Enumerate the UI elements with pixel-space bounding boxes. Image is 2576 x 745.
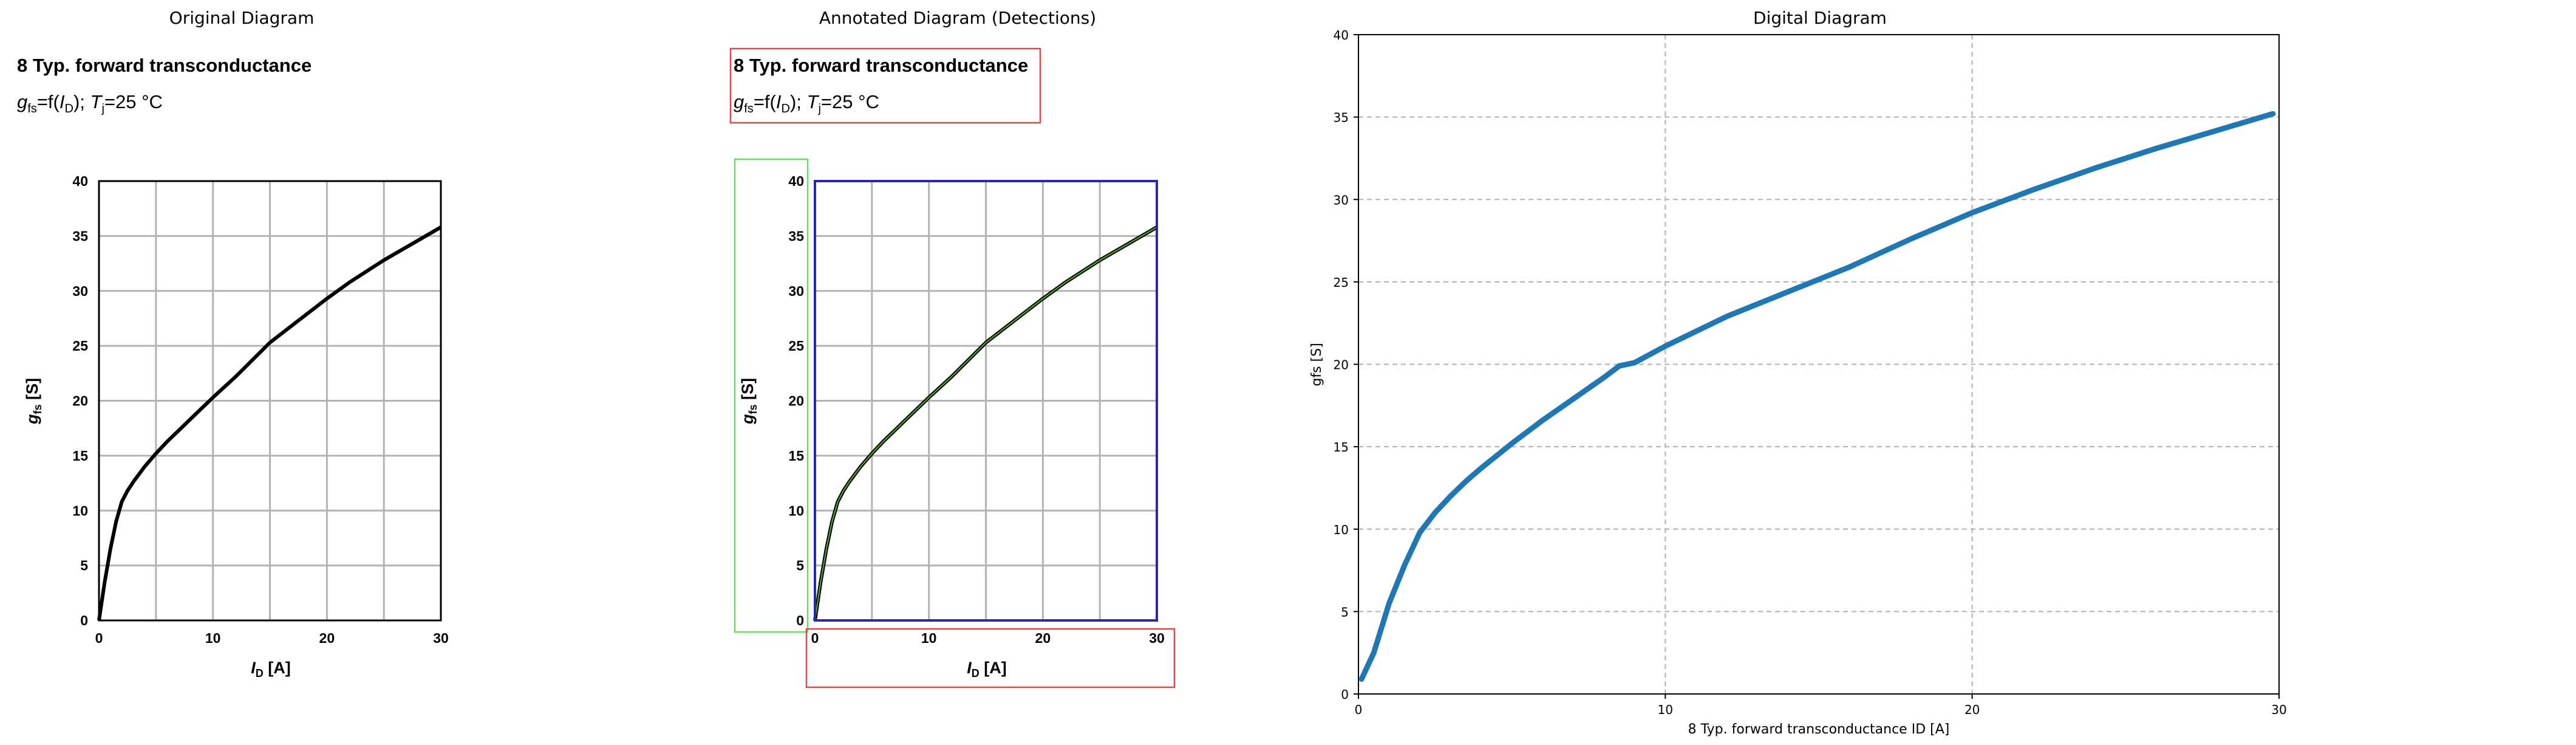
x-tick-label: 10	[921, 630, 937, 646]
y-tick-label: 10	[788, 503, 804, 518]
y-tick-label: 15	[1334, 440, 1349, 455]
y-tick-label: 10	[1334, 523, 1349, 537]
x-tick-label: 10	[205, 630, 221, 646]
digital-tick-labels: 0 10 20 30 0 5 10 15 20 25 30 35 40	[1334, 28, 2287, 717]
y-tick-label: 5	[796, 558, 804, 574]
annotated-panel-title: Annotated Diagram (Detections)	[819, 8, 1097, 28]
detection-box-x-axis	[805, 628, 1176, 688]
y-tick-label: 20	[72, 393, 88, 409]
x-tick-label: 0	[811, 630, 819, 646]
x-tick-label: 0	[95, 630, 103, 646]
annotated-tick-labels: 0 10 20 30 0 5 10 15 20 25 30 35 40	[788, 173, 1164, 646]
y-tick-label: 20	[1334, 358, 1349, 372]
y-tick-label: 10	[72, 503, 88, 518]
annotated-x-axis-label: ID [A]	[967, 659, 1007, 679]
annotated-y-axis-label: gfs [S]	[738, 378, 759, 425]
annotated-chart-title: 8 Typ. forward transconductance	[734, 55, 1029, 76]
y-tick-label: 5	[80, 558, 88, 574]
digital-grid	[1358, 34, 2280, 695]
x-tick-label: 0	[1355, 702, 1363, 717]
original-y-axis-label: gfs [S]	[23, 378, 44, 425]
original-plot-frame	[98, 180, 442, 622]
x-tick-label: 20	[319, 630, 335, 646]
detection-box-title	[729, 47, 1041, 124]
original-tick-labels: 0 10 20 30 0 5 10 15 20 25 30 35 40	[72, 173, 448, 646]
y-tick-label: 40	[72, 173, 88, 189]
original-chart-subtitle: gfs=f(ID); Tj=25 °C	[17, 91, 163, 116]
y-tick-label: 40	[788, 173, 804, 189]
annotated-series-detection	[814, 227, 1157, 621]
annotated-chart-subtitle: gfs=f(ID); Tj=25 °C	[734, 91, 879, 116]
original-chart-title: 8 Typ. forward transconductance	[17, 55, 312, 76]
detection-box-plot-area	[814, 180, 1158, 622]
y-tick-label: 5	[1341, 605, 1349, 619]
x-tick-label: 30	[1149, 630, 1165, 646]
y-tick-label: 25	[788, 338, 804, 354]
x-tick-label: 30	[2271, 702, 2286, 717]
y-tick-label: 35	[788, 228, 804, 244]
y-tick-label: 35	[72, 228, 88, 244]
y-tick-label: 15	[72, 448, 88, 464]
y-tick-label: 0	[796, 613, 804, 628]
y-tick-label: 0	[80, 613, 88, 628]
x-tick-label: 20	[1964, 702, 1980, 717]
y-tick-label: 40	[1334, 28, 1349, 43]
digital-x-axis-label: 8 Typ. forward transconductance ID [A]	[1688, 722, 1950, 737]
y-tick-label: 15	[788, 448, 804, 464]
annotated-grid	[815, 180, 1157, 622]
original-x-axis-label: ID [A]	[251, 659, 291, 679]
y-tick-label: 25	[1334, 275, 1349, 290]
original-panel-title: Original Diagram	[169, 8, 315, 28]
digital-panel-title: Digital Diagram	[1753, 8, 1887, 28]
detection-box-y-axis	[734, 158, 809, 633]
original-grid	[99, 180, 441, 622]
x-tick-label: 30	[433, 630, 449, 646]
y-tick-label: 30	[1334, 193, 1349, 207]
y-tick-label: 35	[1334, 111, 1349, 125]
x-tick-label: 10	[1658, 702, 1673, 717]
digital-series-line	[1358, 111, 2276, 682]
y-tick-label: 0	[1341, 687, 1349, 702]
y-tick-label: 30	[72, 283, 88, 299]
y-tick-label: 30	[788, 283, 804, 299]
x-tick-label: 20	[1035, 630, 1051, 646]
y-tick-label: 25	[72, 338, 88, 354]
y-tick-label: 20	[788, 393, 804, 409]
digital-y-axis-label: gfs [S]	[1309, 343, 1324, 386]
original-series-line	[97, 225, 442, 621]
